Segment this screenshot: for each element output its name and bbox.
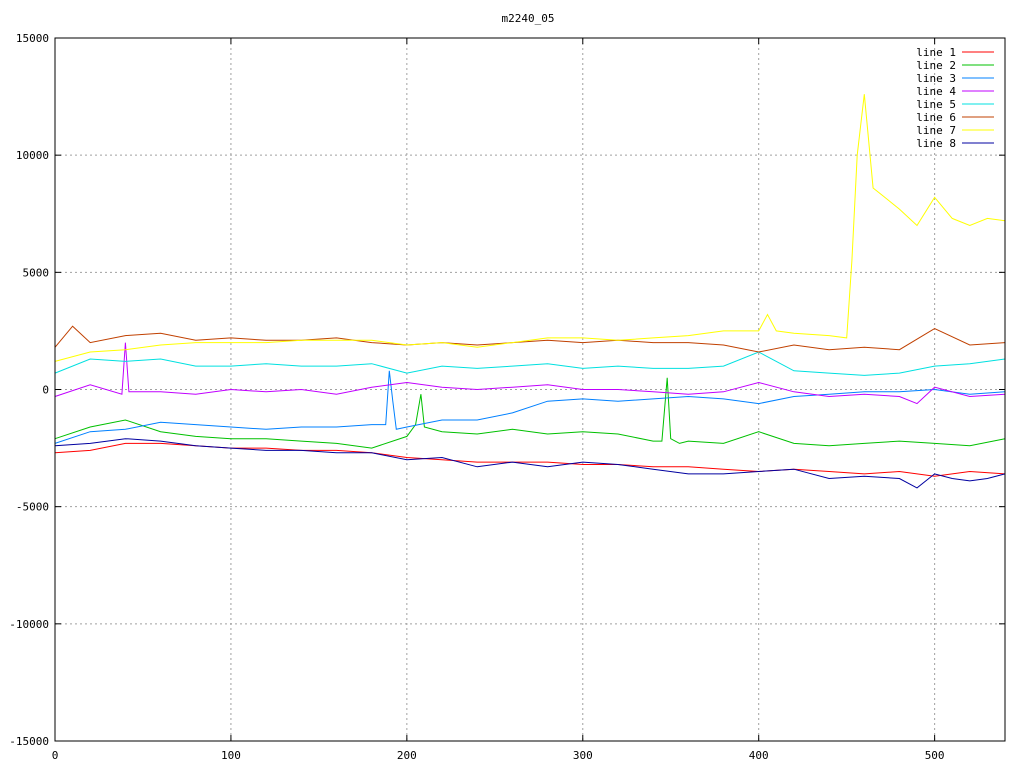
y-tick-label: 0 <box>42 384 49 397</box>
series-line-2 <box>54 377 1006 449</box>
legend-label: line 8 <box>916 137 956 150</box>
x-tick-label: 500 <box>925 749 945 762</box>
series-line-4 <box>54 342 1006 405</box>
series-lines <box>54 94 1006 489</box>
x-tick-label: 0 <box>52 749 59 762</box>
y-tick-label: -15000 <box>9 735 49 748</box>
legend-label: line 4 <box>916 85 956 98</box>
y-tick-label: -5000 <box>16 501 49 514</box>
y-tick-label: -10000 <box>9 618 49 631</box>
x-tick-label: 100 <box>221 749 241 762</box>
x-tick-label: 400 <box>749 749 769 762</box>
series-line-8 <box>54 438 1006 489</box>
legend-label: line 2 <box>916 59 956 72</box>
plot-border <box>54 37 1006 742</box>
legend-label: line 1 <box>916 46 956 59</box>
legend-label: line 5 <box>916 98 956 111</box>
series-line-1 <box>54 442 1006 477</box>
legend-label: line 3 <box>916 72 956 85</box>
legend-label: line 6 <box>916 111 956 124</box>
axis-ticks: 0 100 200 300 400 500 -15000 -10000 -5000 0 5000 10… <box>9 32 1005 762</box>
series-line-7 <box>54 94 1006 362</box>
x-tick-label: 300 <box>573 749 593 762</box>
chart-title: m2240_05 <box>502 12 555 25</box>
series-line-5 <box>54 351 1006 376</box>
grid <box>55 38 1005 741</box>
y-tick-label: 5000 <box>23 266 50 279</box>
series-line-6 <box>54 325 1006 353</box>
legend-label: line 7 <box>916 124 956 137</box>
x-tick-label: 200 <box>397 749 417 762</box>
y-tick-label: 10000 <box>16 149 49 162</box>
y-tick-label: 15000 <box>16 32 49 45</box>
series-line-3 <box>54 370 1006 444</box>
